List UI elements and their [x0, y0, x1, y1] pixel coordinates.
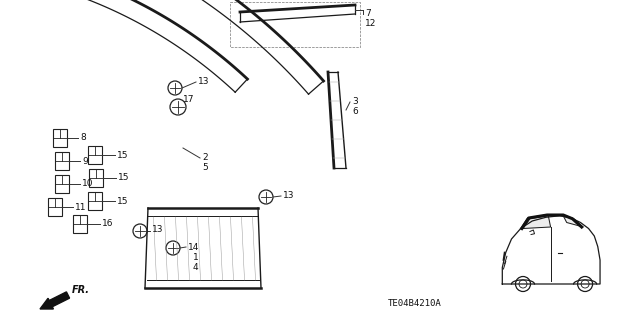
Text: 17: 17	[183, 95, 195, 105]
Text: 12: 12	[365, 19, 376, 27]
Text: 1: 1	[193, 254, 199, 263]
Bar	[48, 198, 62, 216]
Text: 13: 13	[152, 226, 163, 234]
Bar	[55, 152, 69, 170]
Text: 6: 6	[352, 107, 358, 115]
Polygon shape	[563, 216, 580, 226]
Bar	[55, 175, 69, 193]
Polygon shape	[523, 216, 550, 228]
Bar	[53, 129, 67, 147]
Bar	[88, 146, 102, 164]
Text: FR.: FR.	[72, 285, 90, 295]
Text: 15: 15	[118, 174, 129, 182]
Text: 3: 3	[352, 97, 358, 106]
Text: 4: 4	[193, 263, 198, 272]
Text: 13: 13	[283, 190, 294, 199]
Text: 9: 9	[82, 157, 88, 166]
Bar	[73, 215, 87, 233]
Text: 13: 13	[198, 77, 209, 85]
Bar	[88, 192, 102, 210]
Text: 2: 2	[202, 152, 207, 161]
Text: 16: 16	[102, 219, 113, 228]
Text: 11: 11	[75, 203, 86, 211]
Text: 15: 15	[117, 197, 129, 205]
Text: 7: 7	[365, 9, 371, 18]
Text: TE04B4210A: TE04B4210A	[388, 300, 442, 308]
FancyArrow shape	[40, 292, 70, 309]
Text: 14: 14	[188, 242, 200, 251]
Text: 10: 10	[82, 180, 93, 189]
Text: 15: 15	[117, 151, 129, 160]
Bar	[89, 169, 103, 187]
Text: 5: 5	[202, 162, 208, 172]
Text: 8: 8	[80, 133, 86, 143]
Bar	[230, 2, 360, 47]
